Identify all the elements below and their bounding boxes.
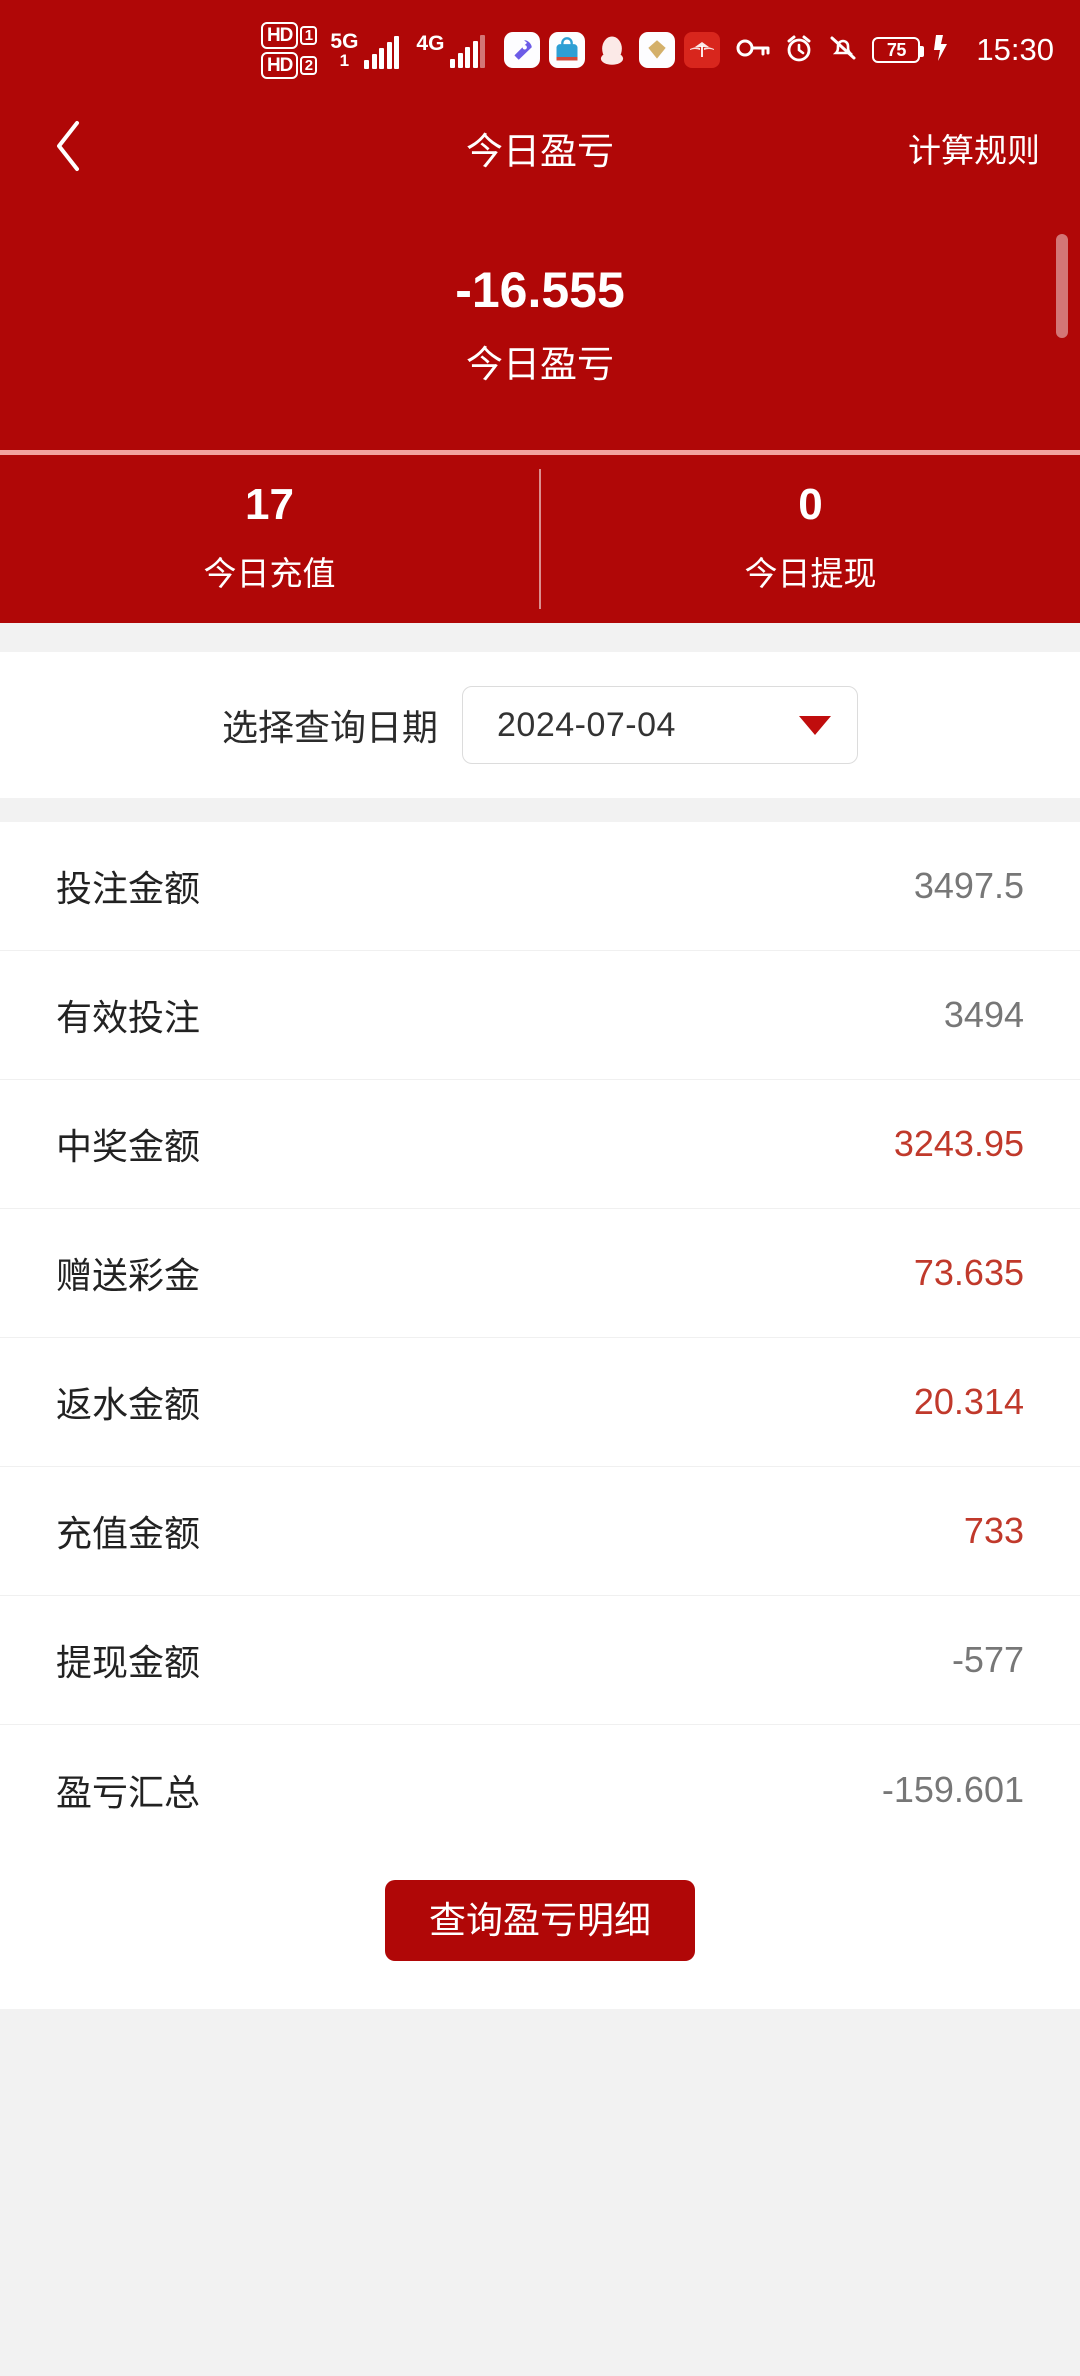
signal-5g-icon: 5G 1 [330, 30, 400, 70]
date-filter-card: 选择查询日期 2024-07-04 [0, 652, 1080, 798]
row-value: -159.601 [881, 1768, 1024, 1810]
chevron-left-icon [51, 118, 85, 179]
row-label: 赠送彩金 [56, 1255, 201, 1296]
stat-label: 今日充值 [203, 555, 336, 592]
row-label: 充值金额 [56, 1513, 201, 1554]
row-label: 盈亏汇总 [56, 1771, 201, 1813]
query-profit-detail-button[interactable]: 查询盈亏明细 [385, 1880, 695, 1961]
mute-bell-icon [828, 33, 858, 68]
row-label: 返水金额 [56, 1384, 201, 1425]
row-value: 20.314 [913, 1381, 1024, 1422]
table-row: 投注金额 3497.5 [0, 822, 1080, 951]
row-value: 3497.5 [913, 865, 1024, 906]
table-row: 充值金额 733 [0, 1467, 1080, 1596]
red-app-icon [684, 32, 721, 68]
charging-bolt-icon [932, 33, 952, 68]
signal-bars-sim2 [450, 34, 486, 68]
status-bar-clock: 15:30 [976, 32, 1054, 67]
date-select-value: 2024-07-04 [497, 705, 676, 744]
table-row: 中奖金额 3243.95 [0, 1080, 1080, 1209]
signal-4g-icon: 4G [416, 31, 486, 68]
sim1-slot-indicator: 1 [339, 51, 350, 70]
stat-today-withdraw: 0 今日提现 [541, 455, 1080, 623]
row-label: 中奖金额 [56, 1126, 201, 1167]
stat-value: 0 [798, 480, 823, 529]
chevron-down-icon [799, 715, 831, 735]
honor-store-app-icon [549, 32, 586, 68]
scrollbar-thumb[interactable] [1056, 234, 1068, 338]
hd1-icon: HD 1 [260, 21, 318, 49]
row-value: 3494 [943, 994, 1024, 1035]
row-label: 有效投注 [56, 997, 201, 1038]
table-row: 有效投注 3494 [0, 951, 1080, 1080]
calculation-rules-link[interactable]: 计算规则 [908, 132, 1040, 169]
sim2-network-label: 4G [416, 31, 445, 55]
stat-value: 17 [245, 480, 294, 529]
section-gap [0, 623, 1080, 652]
honor-club-app-icon [639, 32, 676, 68]
status-bar-right-group: 75 15:30 [736, 32, 1054, 68]
stat-today-deposit: 17 今日充值 [0, 455, 539, 623]
sim1-network-label: 5G [330, 30, 359, 53]
hd-indicator-group: HD 1 HD 2 [260, 21, 318, 79]
back-button[interactable] [40, 120, 96, 176]
hero-divider [0, 450, 1080, 455]
table-row: 盈亏汇总 -159.601 [0, 1725, 1080, 1854]
hd2-icon: HD 2 [260, 51, 318, 79]
hd1-sim-number: 1 [300, 25, 318, 45]
today-profit-amount: -16.555 [455, 262, 625, 318]
summary-table: 投注金额 3497.5 有效投注 3494 中奖金额 3243.95 赠送彩金 … [0, 822, 1080, 1854]
table-row: 赠送彩金 73.635 [0, 1209, 1080, 1338]
hd1-label: HD [260, 21, 299, 49]
today-profit-hero: -16.555 今日盈亏 [0, 196, 1080, 450]
qq-app-icon [594, 32, 630, 68]
section-gap-2 [0, 798, 1080, 822]
status-bar-left-group: HD 1 HD 2 5G 1 4G [260, 21, 721, 79]
row-value: 733 [963, 1510, 1024, 1551]
hd2-label: HD [260, 51, 299, 79]
alarm-clock-icon [784, 33, 814, 68]
stats-divider [539, 469, 541, 609]
action-button-area: 查询盈亏明细 [0, 1854, 1080, 2009]
today-profit-label: 今日盈亏 [466, 344, 614, 385]
battery-percent-label: 75 [886, 40, 907, 60]
today-stats-row: 17 今日充值 0 今日提现 [0, 455, 1080, 623]
row-label: 投注金额 [56, 868, 201, 909]
date-select[interactable]: 2024-07-04 [462, 686, 858, 764]
row-value: 73.635 [913, 1252, 1024, 1293]
signal-bars-sim1 [364, 35, 400, 69]
table-row: 提现金额 -577 [0, 1596, 1080, 1725]
vpn-key-icon [736, 35, 770, 66]
date-filter-label: 选择查询日期 [221, 707, 438, 748]
row-value: 3243.95 [893, 1123, 1024, 1164]
page-bottom-filler [0, 2009, 1080, 2376]
status-bar: HD 1 HD 2 5G 1 4G [0, 0, 1080, 100]
row-label: 提现金额 [56, 1642, 201, 1683]
nav-bar: 今日盈亏 计算规则 [0, 100, 1080, 196]
row-value: -577 [951, 1639, 1024, 1680]
hd2-sim-number: 2 [300, 55, 318, 75]
rocket-app-icon [504, 32, 541, 68]
stat-label: 今日提现 [744, 555, 877, 592]
table-row: 返水金额 20.314 [0, 1338, 1080, 1467]
battery-icon: 75 [872, 37, 925, 63]
